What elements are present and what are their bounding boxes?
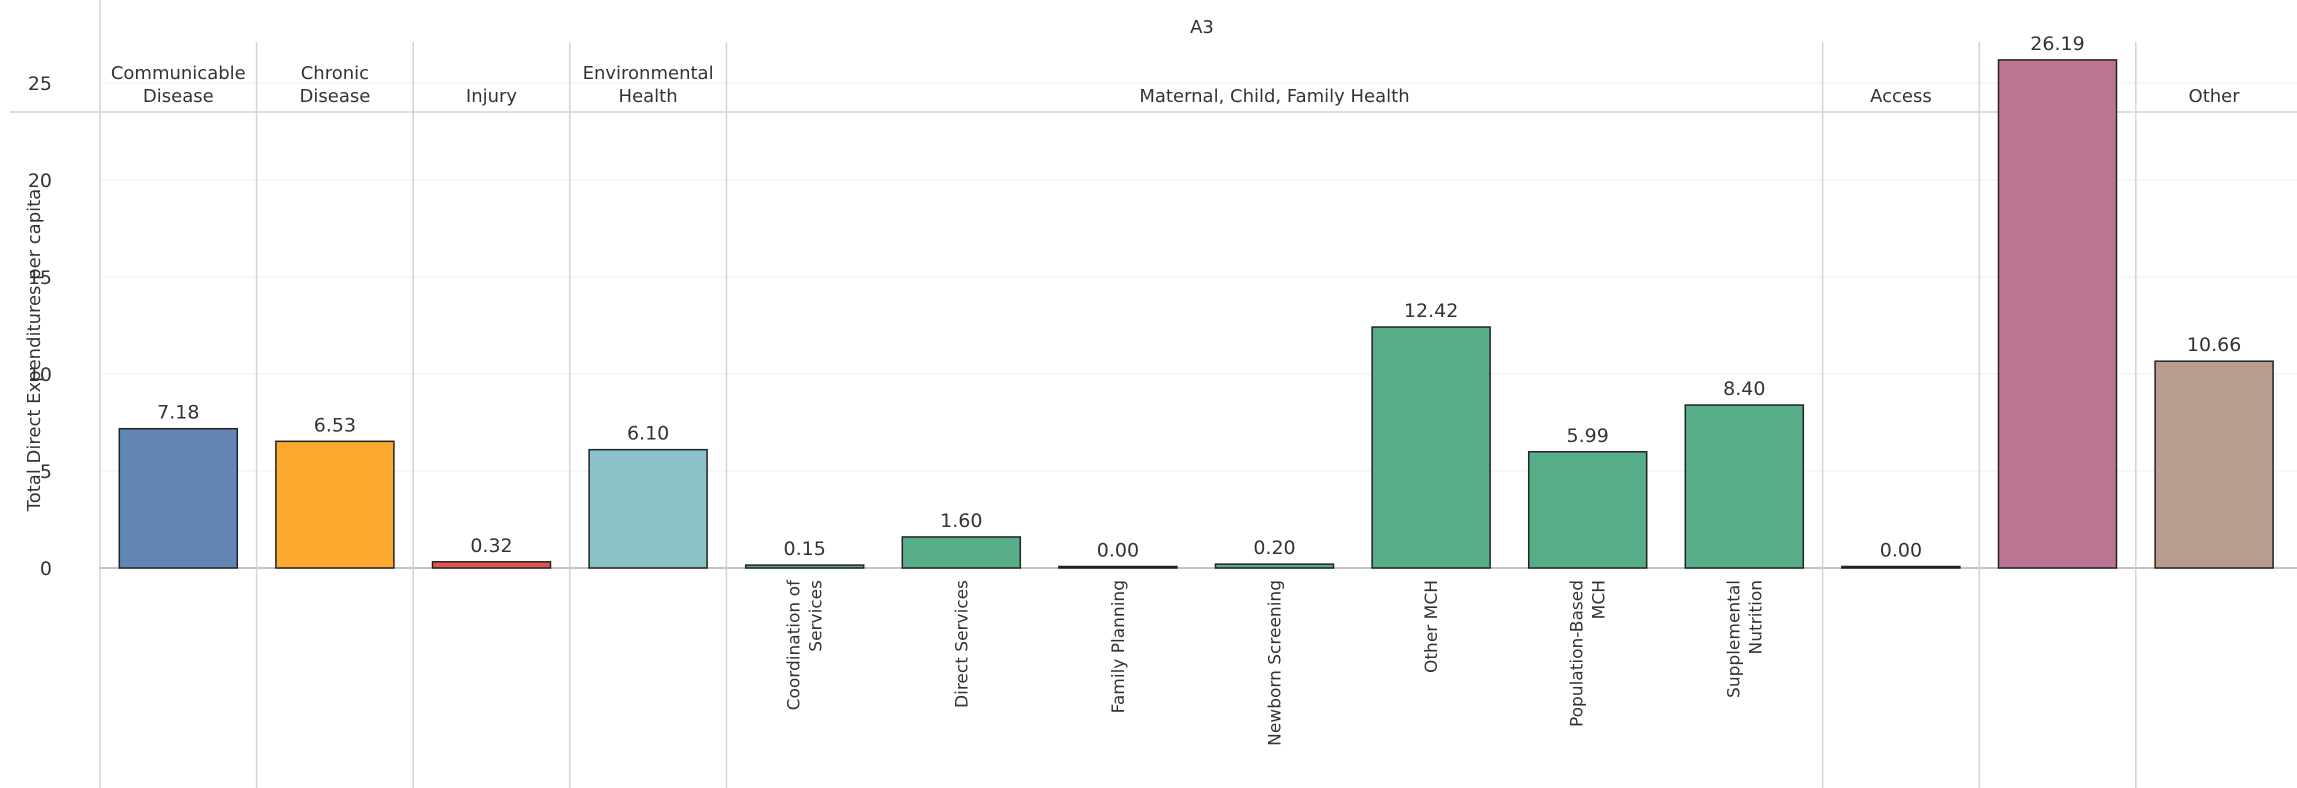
- x-tick-label: Population-Based: [1568, 580, 1588, 727]
- group-header-maternal-child-family-health: Maternal, Child, Family Health: [1139, 86, 1409, 107]
- data-label: 0.15: [784, 538, 826, 560]
- x-tick-label: Services: [807, 580, 827, 652]
- data-label: 10.66: [2187, 334, 2241, 356]
- group-header-environmental-health: Health: [619, 86, 678, 107]
- bar-maternal-child-family-health-population-based-mch: [1527, 451, 1648, 569]
- chart-title: A3: [1190, 17, 1214, 38]
- y-tick-label: 5: [40, 461, 52, 483]
- bar-environmental-health: [588, 448, 708, 569]
- bar-chronic-disease: [275, 440, 395, 569]
- data-label: 0.00: [1097, 540, 1139, 562]
- x-tick-label: Coordination of: [785, 579, 805, 710]
- y-tick-label: 10: [28, 364, 52, 386]
- y-axis-label: Total Direct Expenditures per capita: [24, 189, 45, 512]
- data-label: 0.32: [470, 535, 512, 557]
- data-label: 5.99: [1567, 425, 1609, 447]
- y-tick-label: 15: [28, 267, 52, 289]
- bar-capabilities: [1997, 59, 2118, 569]
- x-tick-label: Other MCH: [1422, 580, 1442, 673]
- data-label: 26.19: [2030, 33, 2084, 55]
- bar-maternal-child-family-health-family-planning: [1058, 565, 1178, 569]
- data-label: 8.40: [1723, 378, 1765, 400]
- group-header-communicable-disease: Disease: [143, 86, 214, 107]
- group-header-communicable-disease: Communicable: [111, 63, 246, 84]
- bar-access: [1841, 565, 1961, 569]
- x-tick-label: Family Planning: [1109, 580, 1129, 713]
- group-header-environmental-health: Environmental: [583, 63, 714, 84]
- x-tick-label: MCH: [1590, 580, 1610, 619]
- data-label: 6.53: [314, 414, 356, 436]
- group-header-access: Access: [1870, 86, 1932, 107]
- group-header-other: Other: [2189, 86, 2241, 107]
- bar-injury: [431, 561, 552, 569]
- bar-maternal-child-family-health-newborn-screening: [1214, 563, 1335, 569]
- bar-other: [2154, 360, 2274, 569]
- x-tick-label: Nutrition: [1746, 580, 1766, 654]
- bar-maternal-child-family-health-other-mch: [1371, 326, 1491, 569]
- y-tick-label: 20: [28, 170, 52, 192]
- data-label: 12.42: [1404, 300, 1458, 322]
- bar-maternal-child-family-health-direct-services: [901, 536, 1022, 569]
- bar-communicable-disease: [118, 427, 239, 569]
- group-header-chronic-disease: Disease: [300, 86, 371, 107]
- data-label: 1.60: [940, 510, 982, 532]
- y-tick-label: 0: [40, 558, 52, 580]
- x-tick-label: Direct Services: [952, 580, 972, 708]
- group-header-injury: Injury: [466, 86, 518, 107]
- x-tick-label: Supplemental: [1724, 580, 1744, 698]
- data-label: 7.18: [157, 402, 199, 424]
- data-label: 6.10: [627, 423, 669, 445]
- y-tick-label: 25: [28, 73, 52, 95]
- x-tick-label: Newborn Screening: [1266, 580, 1286, 746]
- data-label: 0.20: [1253, 537, 1295, 559]
- bar-maternal-child-family-health-supplemental-nutrition: [1684, 404, 1805, 569]
- group-header-chronic-disease: Chronic: [301, 63, 369, 84]
- bar-maternal-child-family-health-coordination-of-services: [744, 564, 865, 569]
- data-label: 0.00: [1880, 540, 1922, 562]
